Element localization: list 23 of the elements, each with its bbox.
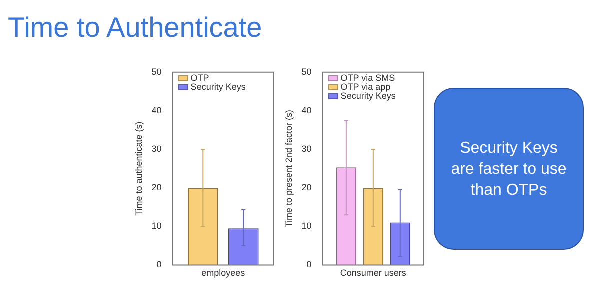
y-tick-label: 30 <box>302 144 312 154</box>
legend-label: OTP via SMS <box>340 72 396 83</box>
y-tick-label: 20 <box>302 182 312 193</box>
legend-label: OTP via app <box>340 82 391 92</box>
y-tick-label: 50 <box>302 66 312 77</box>
y-axis-title: Time to present 2nd factor (s) <box>284 110 294 228</box>
legend-label: OTP <box>190 72 210 83</box>
chart-title: Time to Authenticate <box>8 12 262 44</box>
legend-label: Security Keys <box>190 82 246 92</box>
y-tick-label: 10 <box>302 221 312 232</box>
x-tick-label: Consumer users <box>340 268 407 278</box>
y-tick-label: 20 <box>152 182 162 193</box>
y-tick-label: 40 <box>302 105 312 116</box>
x-tick-label: employees <box>202 268 246 278</box>
y-tick-label: 50 <box>152 66 162 77</box>
legend-label: Security Keys <box>340 90 396 101</box>
y-tick-label: 30 <box>152 144 162 154</box>
y-tick-label: 0 <box>156 260 162 270</box>
y-axis-title: Time to authenticate (s) <box>134 122 144 216</box>
y-tick-label: 40 <box>152 105 162 116</box>
y-tick-label: 10 <box>152 221 162 232</box>
y-tick-label: 0 <box>306 260 312 270</box>
text: Security Keys are faster to use than OTPs <box>450 138 568 200</box>
